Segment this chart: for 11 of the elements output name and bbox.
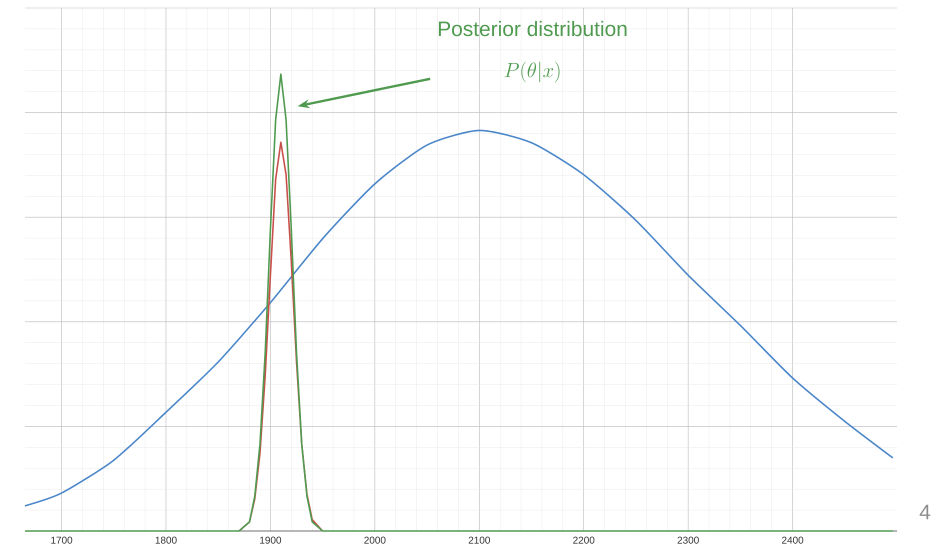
annotation: $P(\theta|x)$ (504, 62, 560, 82)
x-tick-label: 2100 (468, 536, 490, 544)
x-tick-label: 2400 (782, 536, 804, 544)
x-tick-label: 2300 (678, 536, 699, 544)
x-tick-label: 2200 (573, 536, 594, 544)
x-tick-label: 1900 (260, 536, 282, 544)
text: 4 (920, 504, 930, 520)
x-tick-label: 1700 (51, 536, 72, 544)
x-tick-label: 2000 (364, 536, 386, 544)
x-tick-label: 1800 (156, 536, 177, 544)
text: Posterior distribution (438, 20, 626, 36)
